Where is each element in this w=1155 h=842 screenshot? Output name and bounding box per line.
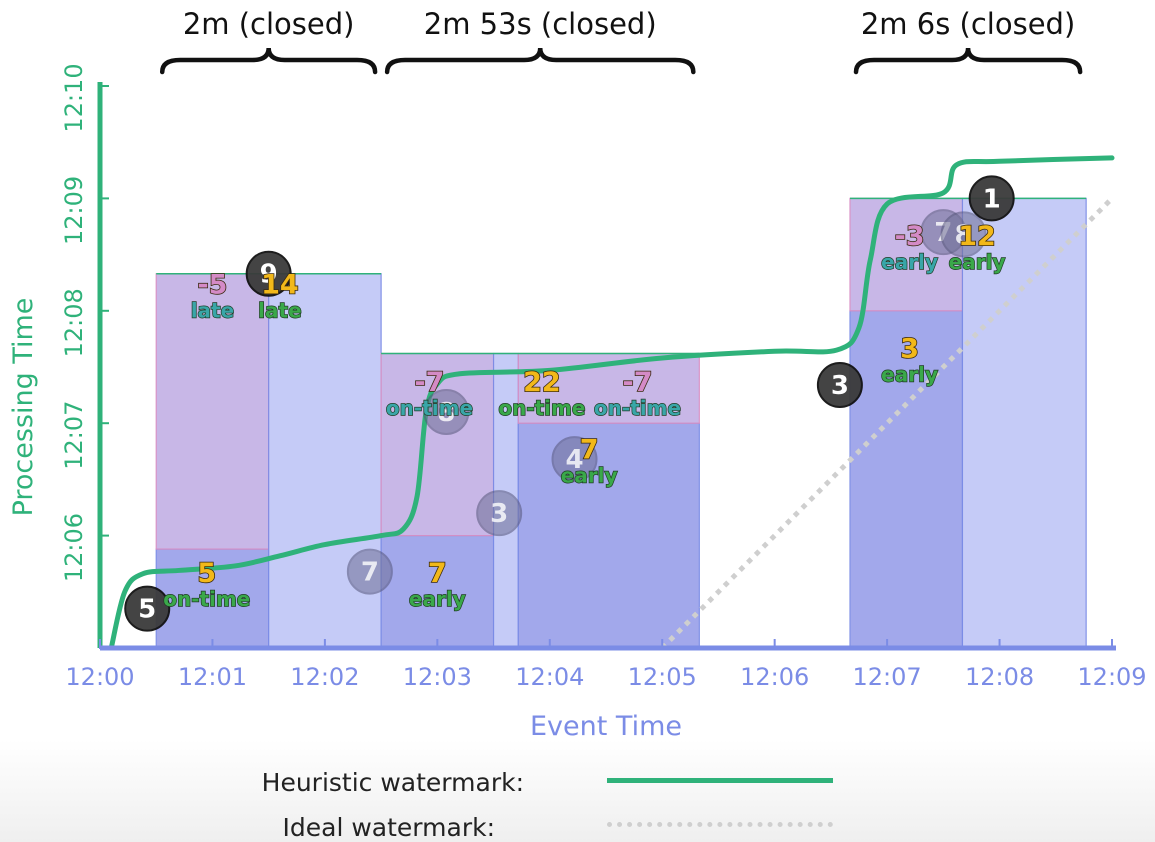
x-tick-label: 12:06 — [740, 663, 809, 691]
element-circle — [476, 490, 523, 537]
legend-heuristic-label: Heuristic watermark: — [261, 768, 524, 797]
window-label: 2m (closed) — [183, 7, 355, 41]
y-tick-label: 12:07 — [60, 401, 88, 470]
result-value: 7 — [580, 435, 599, 466]
result-value: 5 — [197, 558, 216, 589]
element-value: 7 — [361, 558, 379, 588]
element-circle — [423, 388, 470, 435]
ideal-watermark-line — [660, 196, 1114, 650]
y-tick-label: 12:08 — [60, 288, 88, 357]
watermark-chart: 2m (closed) 2m 53s (closed) 2m 6s (closed)… — [8, 7, 1147, 740]
result-status: on-time — [594, 396, 681, 420]
heuristic-watermark-line — [108, 155, 1115, 651]
window-pane — [155, 273, 270, 550]
x-tick-label: 12:08 — [965, 663, 1034, 691]
result-status: on-time — [498, 396, 585, 420]
result-status: early — [561, 464, 618, 488]
x-axis-title: Event Time — [530, 711, 682, 740]
result-value: 12 — [958, 221, 996, 252]
result-value: 14 — [261, 269, 299, 300]
legend-heuristic-swatch — [607, 778, 833, 783]
result-status: early — [881, 362, 938, 386]
result-value: -3 — [895, 221, 925, 252]
element-value: 3 — [490, 499, 508, 529]
element-value: 5 — [138, 595, 156, 625]
result-status: late — [258, 298, 301, 322]
result-value: 3 — [900, 333, 919, 364]
x-tick-label: 12:05 — [628, 663, 697, 691]
y-axis-title: Processing Time — [8, 298, 39, 517]
result-value: -7 — [622, 367, 652, 398]
element-value: 8 — [437, 398, 455, 428]
result-status: late — [191, 298, 234, 322]
x-tick-label: 12:01 — [178, 663, 247, 691]
element-circle — [346, 548, 393, 595]
window-label: 2m 6s (closed) — [861, 7, 1075, 41]
element-circle — [551, 436, 598, 483]
element-circle — [124, 585, 171, 632]
x-tick-label: 12:04 — [515, 663, 584, 691]
x-tick-label: 12:03 — [403, 663, 472, 691]
window-brace — [384, 47, 696, 75]
y-tick-label: 12:09 — [60, 176, 88, 245]
x-tick-label: 12:02 — [290, 663, 359, 691]
result-value: 22 — [523, 367, 561, 398]
element-value: 8 — [955, 220, 973, 250]
element-value: 1 — [983, 184, 1001, 214]
element-circle — [968, 175, 1015, 222]
window-brace — [159, 47, 378, 75]
x-tick-label: 12:07 — [853, 663, 922, 691]
result-status: on-time — [386, 396, 473, 420]
result-status: early — [409, 587, 466, 611]
element-circle — [245, 250, 292, 297]
result-status: early — [949, 250, 1006, 274]
legend-ideal-swatch — [607, 822, 833, 827]
result-value: -7 — [414, 367, 444, 398]
element-value: 4 — [565, 445, 583, 475]
window-brace — [853, 47, 1083, 75]
element-value: 3 — [831, 371, 849, 401]
element-circle — [940, 211, 987, 258]
y-tick-label: 12:10 — [60, 63, 88, 132]
element-value: 9 — [260, 260, 278, 290]
window-label: 2m 53s (closed) — [424, 7, 657, 41]
result-status: early — [881, 250, 938, 274]
result-value: -5 — [197, 269, 227, 300]
element-circle — [816, 361, 863, 408]
legend-ideal-label: Ideal watermark: — [282, 813, 495, 842]
legend: Heuristic watermark: Ideal watermark: — [0, 740, 1155, 842]
x-tick-label: 12:09 — [1077, 663, 1146, 691]
result-value: 7 — [428, 558, 447, 589]
y-tick-label: 12:06 — [60, 513, 88, 582]
window-pane — [517, 422, 700, 649]
x-tick-label: 12:00 — [65, 663, 134, 691]
result-status: on-time — [163, 587, 250, 611]
